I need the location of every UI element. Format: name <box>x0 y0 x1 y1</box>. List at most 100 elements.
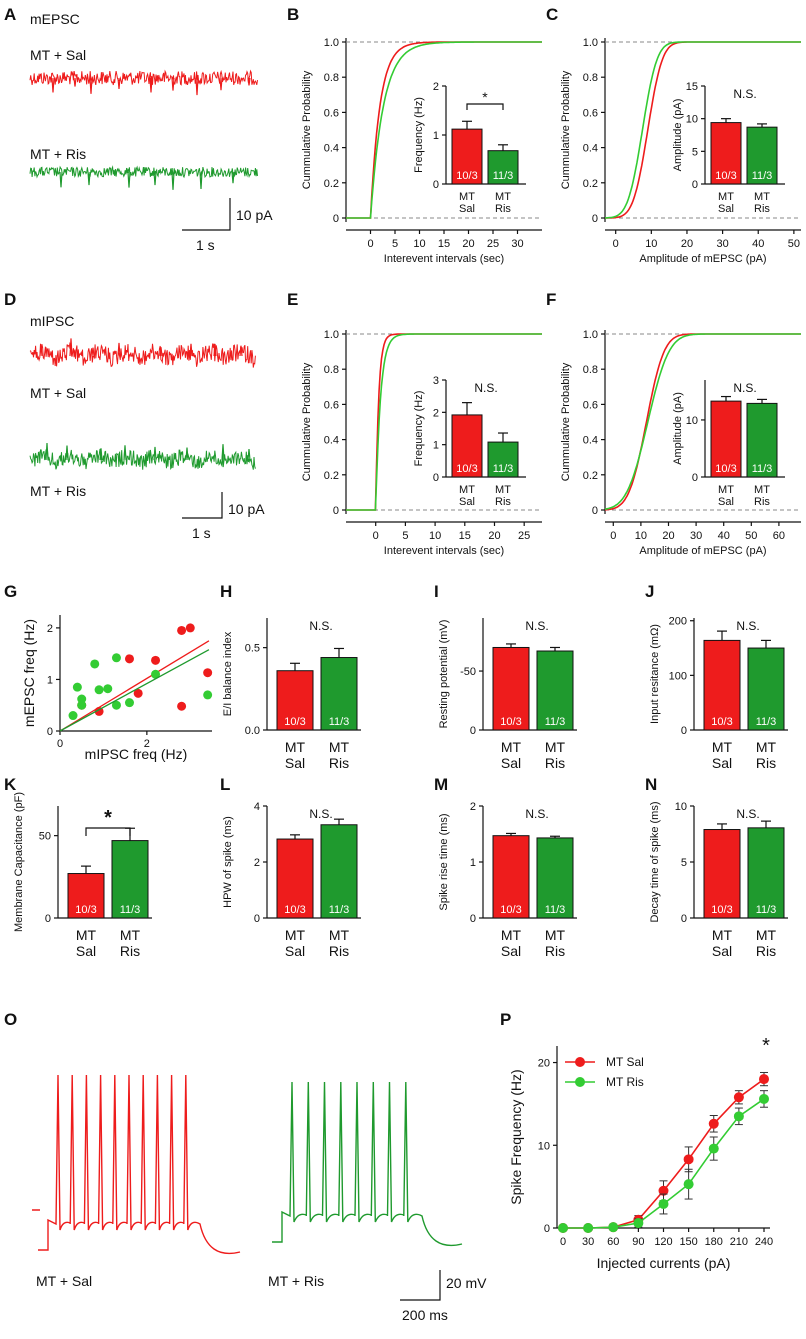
panel-g-point-ris <box>124 698 134 708</box>
panel-p-x-title: Injected currents (pA) <box>597 1255 731 1271</box>
panel-b-inset-category-label: MT <box>495 191 511 203</box>
trace-mepsc-sal-event <box>73 77 77 87</box>
panel-h-bar-ris <box>320 657 358 731</box>
panel-c-y-tick-label: 1.0 <box>583 37 598 49</box>
panel-p-ris-point <box>633 1218 644 1229</box>
panel-d-title: mIPSC <box>30 313 74 329</box>
panel-p-ris-point <box>583 1223 594 1233</box>
panel-f-inset-y-tick-label: 10 <box>686 415 698 427</box>
panel-letter-j: J <box>645 582 654 601</box>
panel-e-y-tick-label: 0.6 <box>324 399 339 411</box>
panel-j-y-tick-label: 100 <box>669 670 687 682</box>
panel-b-x-tick-label: 5 <box>392 238 398 250</box>
panel-i-sig: N.S. <box>525 619 548 633</box>
panel-f-inset-y-tick-label: 0 <box>692 472 698 484</box>
panel-p-ris-point <box>759 1093 769 1104</box>
panel-n-category-label: Sal <box>712 943 732 959</box>
panel-j-category-label: Ris <box>756 755 776 771</box>
trace-mepsc-ris-event <box>153 171 157 186</box>
panel-l-y-title: HPW of spike (ms) <box>222 816 234 908</box>
panel-c-inset-n-label: 11/3 <box>752 170 773 182</box>
panel-g-point-sal <box>151 655 161 665</box>
panel-m-y-tick-label: 0 <box>470 913 476 925</box>
trace-mipsc-sal-event <box>213 343 217 357</box>
panel-p-ris-point <box>708 1143 719 1154</box>
panel-l-category-label: Ris <box>329 943 349 959</box>
panel-b-inset-y-tick-label: 2 <box>433 81 439 93</box>
trace-mepsc-ris-event <box>231 171 235 184</box>
panel-b-x-tick-label: 20 <box>462 238 474 250</box>
panel-p-sal-point <box>759 1074 769 1085</box>
trace-mipsc-ris-event <box>99 448 103 461</box>
panel-letter-g: G <box>4 582 17 601</box>
panel-g-point-sal <box>185 623 195 633</box>
panel-p-x-tick-label: 60 <box>607 1236 619 1248</box>
panel-p-x-tick-label: 150 <box>679 1236 697 1248</box>
panel-n-n-label: 11/3 <box>756 904 777 916</box>
panel-i-category-label: Ris <box>545 755 565 771</box>
panel-l-category-label: Sal <box>285 943 305 959</box>
panel-g-point-ris <box>72 682 82 692</box>
panel-b-y-tick-label: 0.2 <box>324 178 339 190</box>
panel-b-y-tick-label: 0.4 <box>324 143 339 155</box>
panel-j-y-title: Input resitance (mΩ) <box>649 624 661 724</box>
panel-c-inset-y-tick-label: 10 <box>686 114 698 126</box>
trace-mipsc-ris-event <box>153 446 157 461</box>
panel-p-ris-point <box>608 1222 619 1233</box>
panel-e-inset-y-tick-label: 0 <box>433 472 439 484</box>
panel-l-sig: N.S. <box>309 807 332 821</box>
panel-b-y-tick-label: 1.0 <box>324 37 339 49</box>
panel-p-ris-point <box>558 1223 568 1233</box>
panel-f-sig: N.S. <box>733 381 756 395</box>
panel-b-inset-bar-ris <box>487 150 519 185</box>
panel-e-x-title: Interevent intervals (sec) <box>384 545 504 557</box>
panel-c-x-title: Amplitude of mEPSC (pA) <box>639 253 766 265</box>
panel-h-y-title: E/I balance index <box>222 631 234 716</box>
panel-b-y-title: Cummulative Probability <box>301 70 313 189</box>
panel-e-inset-y-title: Frequency (Hz) <box>413 391 425 467</box>
panel-i-n-label: 11/3 <box>545 716 566 728</box>
panel-f-y-tick-label: 0.2 <box>583 470 598 482</box>
trace-mepsc-ris-event <box>171 171 175 190</box>
panel-h-sig: N.S. <box>309 619 332 633</box>
panel-f-y-tick-label: 1.0 <box>583 329 598 341</box>
panel-b-inset-n-label: 11/3 <box>493 170 514 182</box>
panel-l-y-tick-label: 4 <box>254 801 260 813</box>
panel-e-inset-category-label: MT <box>459 484 475 496</box>
panel-h-category-label: MT <box>285 739 306 755</box>
panel-c-x-tick-label: 30 <box>716 238 728 250</box>
trace-mipsc-ris-event <box>65 445 69 461</box>
panel-f-x-tick-label: 60 <box>773 530 785 542</box>
panel-letter-b: B <box>287 5 299 24</box>
panel-p-ris-point <box>658 1199 669 1210</box>
panel-i-y-tick-label: 0 <box>470 725 476 737</box>
panel-j-sig: N.S. <box>736 619 759 633</box>
panel-n-bar-ris <box>747 827 785 919</box>
panel-l-n-label: 10/3 <box>284 904 305 916</box>
trace-mipsc-ris-event <box>45 443 49 461</box>
panel-i-n-label: 10/3 <box>500 716 521 728</box>
panel-m-n-label: 11/3 <box>545 904 566 916</box>
panel-b-x-tick-label: 10 <box>413 238 425 250</box>
panel-b-y-tick-label: 0 <box>333 213 339 225</box>
panel-f-y-tick-label: 0.6 <box>583 399 598 411</box>
panel-l-category-label: MT <box>285 927 306 943</box>
panel-e-inset-y-tick-label: 2 <box>433 407 439 419</box>
panel-e-inset-bar-ris <box>487 441 519 478</box>
panel-e-x-tick-label: 15 <box>459 530 471 542</box>
panel-g-point-sal <box>203 668 213 678</box>
panel-o-time-scale: 200 ms <box>402 1307 448 1323</box>
panel-p-sal-legend-marker <box>575 1057 585 1067</box>
panel-l-bar-ris <box>320 824 358 919</box>
panel-n-y-title: Decay time of spike (ms) <box>649 801 661 922</box>
panel-p-ris-point <box>733 1111 744 1122</box>
panel-p-y-tick-label: 20 <box>538 1058 550 1070</box>
panel-o-labels: MT + Sal MT + Ris 200 ms 20 mV <box>36 1270 487 1323</box>
panel-g-x-tick-label: 2 <box>144 738 150 750</box>
panel-k-sig-bracket <box>85 827 131 836</box>
panel-d-scale-bar <box>182 492 223 519</box>
panel-g-point-ris <box>77 700 87 710</box>
panel-m-y-title: Spike rise time (ms) <box>438 813 450 910</box>
trace-mipsc-sal-event <box>91 347 95 357</box>
panel-o-sal-label: MT + Sal <box>36 1273 92 1289</box>
